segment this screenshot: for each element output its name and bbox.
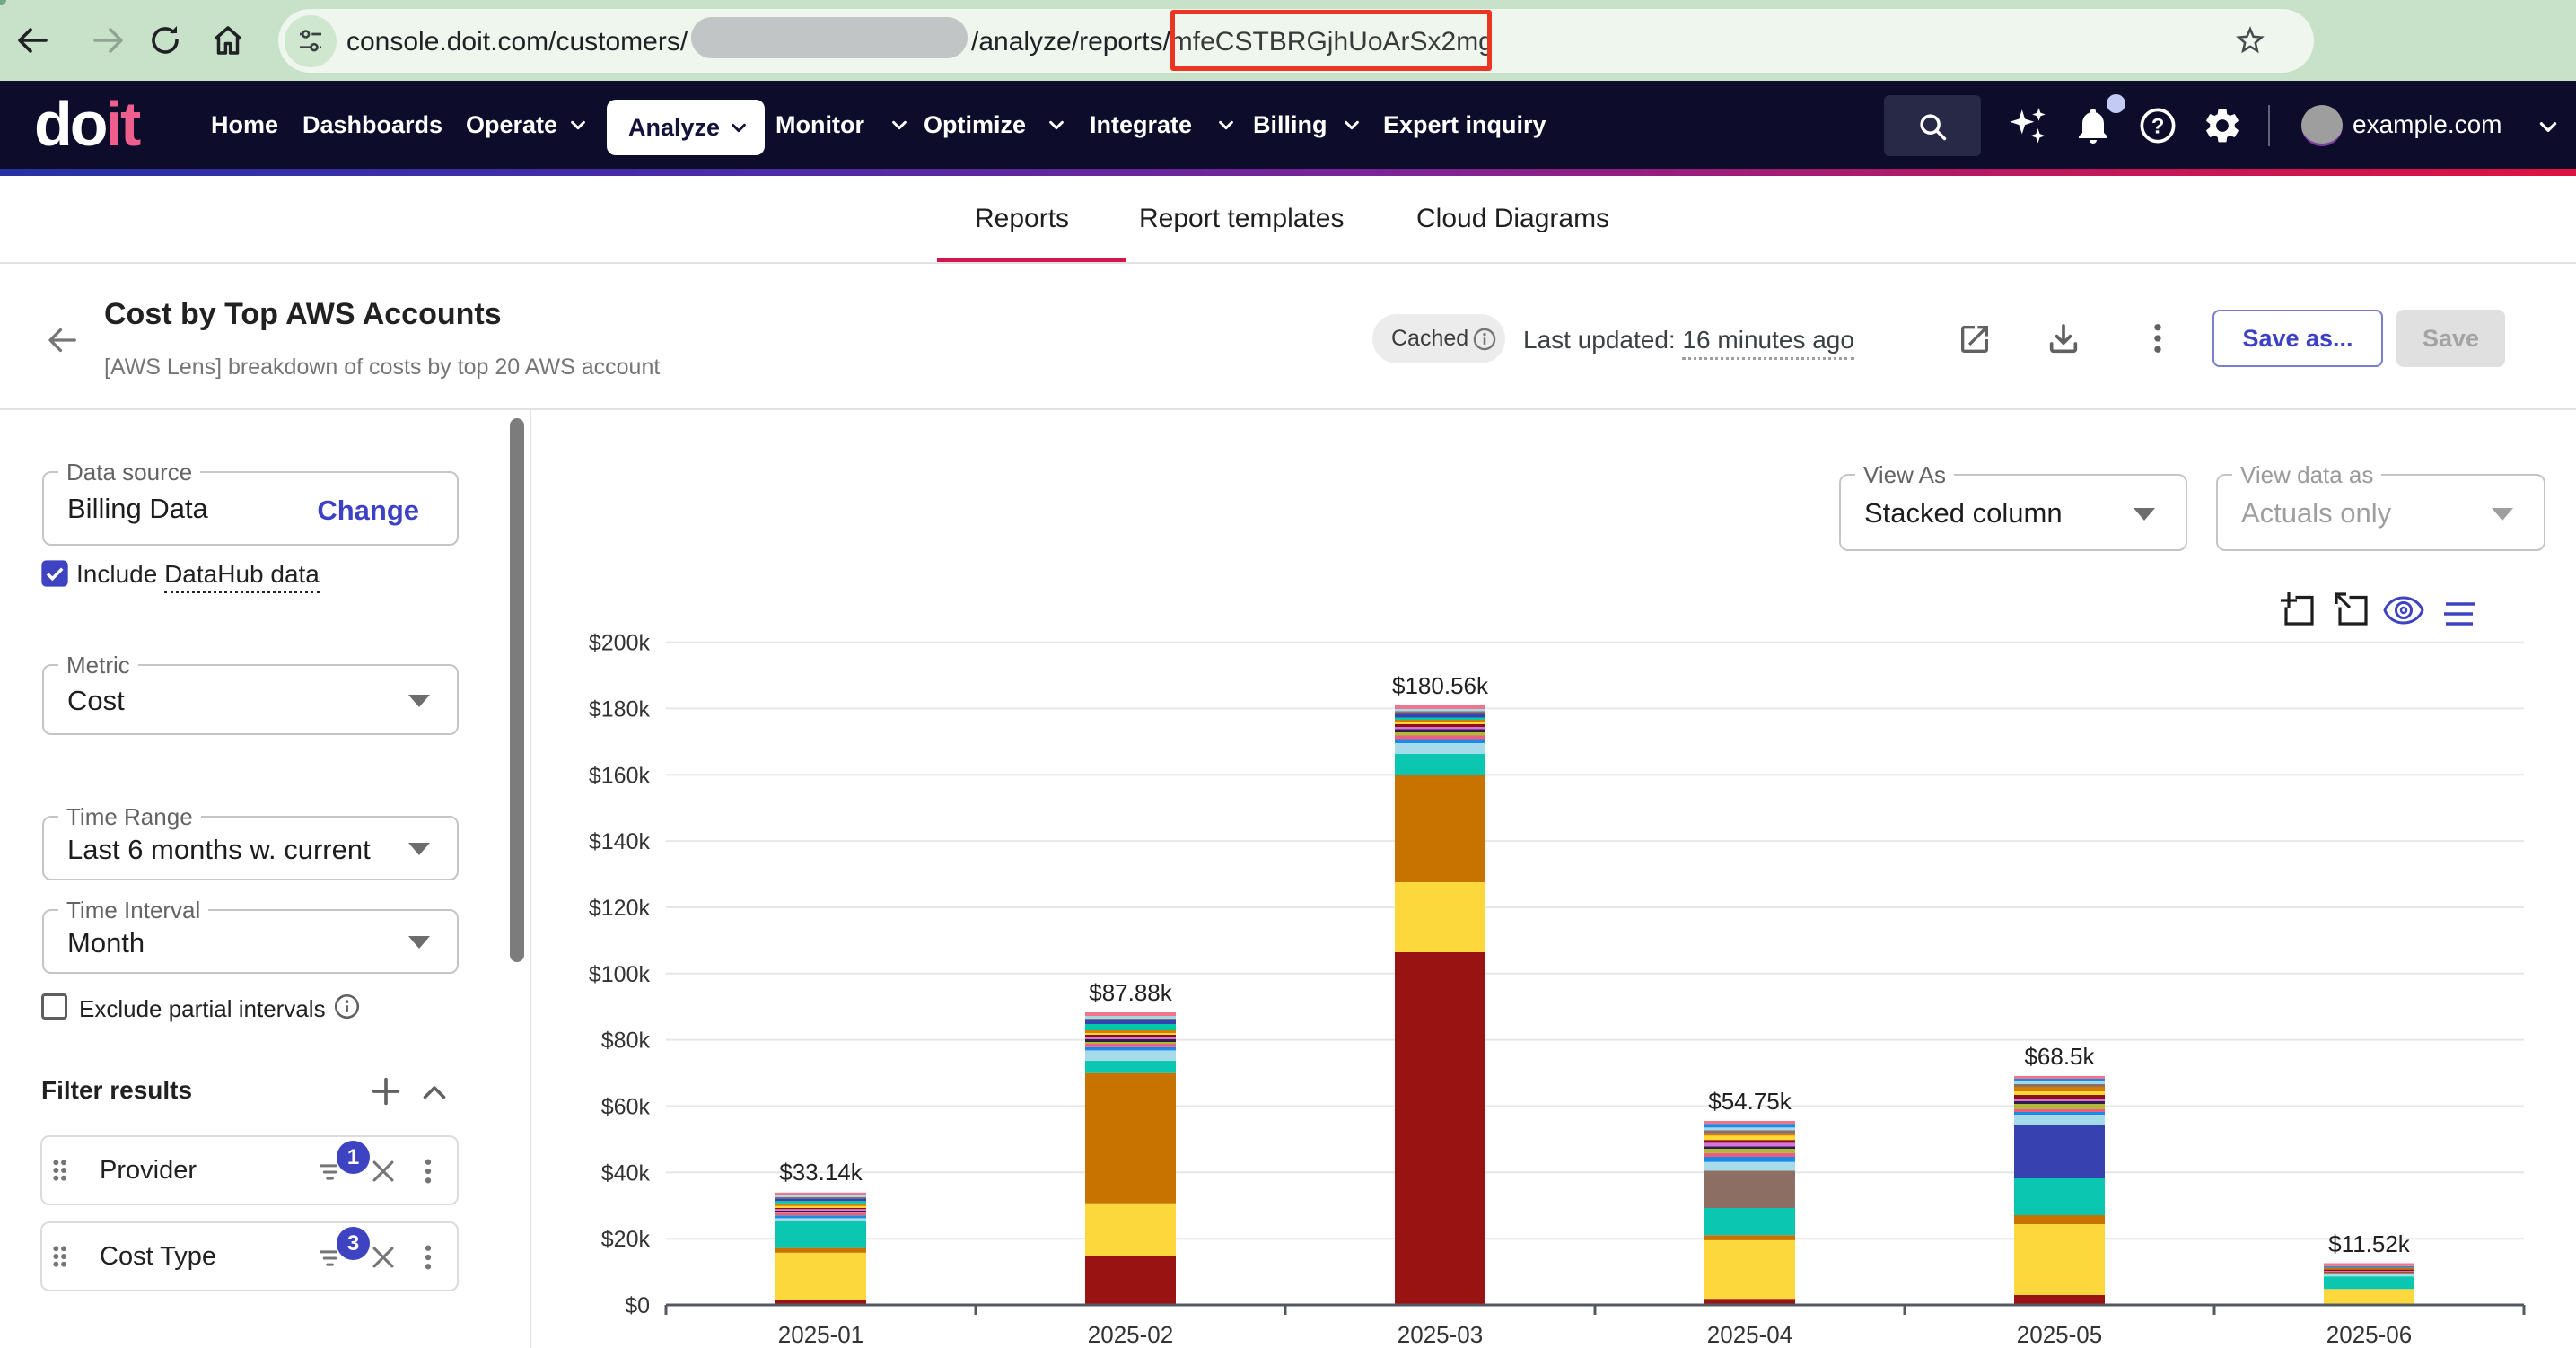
svg-text:$100k: $100k [589,962,651,987]
svg-text:$160k: $160k [589,763,651,788]
svg-text:$140k: $140k [589,829,651,854]
svg-text:$68.5k: $68.5k [2024,1043,2095,1070]
svg-text:$80k: $80k [601,1029,651,1054]
svg-text:$11.52k: $11.52k [2328,1230,2411,1257]
svg-text:$180k: $180k [589,696,651,722]
svg-text:$0: $0 [625,1293,650,1318]
svg-text:$54.75k: $54.75k [1708,1088,1792,1115]
svg-text:2025-01: 2025-01 [778,1321,863,1348]
svg-text:2025-02: 2025-02 [1088,1321,1173,1348]
svg-text:$180.56k: $180.56k [1392,672,1489,699]
svg-text:2025-05: 2025-05 [2017,1321,2102,1348]
svg-text:$40k: $40k [601,1160,651,1186]
svg-text:$33.14k: $33.14k [779,1159,863,1186]
svg-text:$87.88k: $87.88k [1089,979,1173,1006]
svg-text:?: ? [2151,114,2165,138]
svg-text:$20k: $20k [601,1227,651,1252]
svg-text:$200k: $200k [589,631,651,656]
svg-text:2025-06: 2025-06 [2326,1321,2412,1348]
svg-text:$60k: $60k [601,1095,651,1120]
svg-text:$120k: $120k [589,896,651,921]
svg-text:2025-04: 2025-04 [1707,1321,1792,1348]
svg-text:2025-03: 2025-03 [1398,1321,1483,1348]
